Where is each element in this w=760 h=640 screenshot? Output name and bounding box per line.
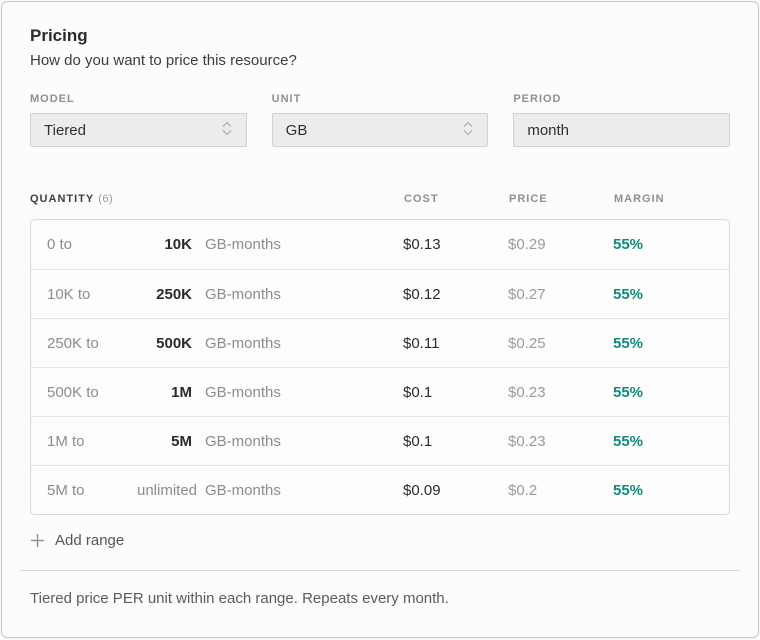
table-row[interactable]: 1M to 5M GB-months $0.1 $0.23 55%: [31, 416, 729, 465]
tiers-table: 0 to 10K GB-months $0.13 $0.29 55% 10K t…: [30, 219, 730, 515]
footer-note: Tiered price PER unit within each range.…: [30, 590, 449, 607]
range-price: $0.2: [508, 481, 538, 499]
unit-field-group: UNIT GB: [271, 93, 489, 147]
range-margin: 55%: [613, 334, 644, 352]
range-margin: 55%: [613, 383, 644, 401]
range-from: 0 to: [47, 236, 73, 253]
range-margin: 55%: [613, 432, 644, 450]
table-row[interactable]: 5M to unlimited GB-months $0.09 $0.2 55%: [31, 465, 729, 514]
table-row[interactable]: 10K to 250K GB-months $0.12 $0.27 55%: [31, 269, 729, 318]
range-margin: 55%: [613, 236, 644, 253]
range-from: 500K to: [47, 383, 99, 401]
pricing-form: MODEL Tiered UNIT GB PERIOD: [30, 93, 730, 147]
unit-select-value: GB: [285, 121, 308, 139]
range-to: 250K: [156, 285, 192, 303]
range-from: 10K to: [47, 285, 91, 303]
range-margin: 55%: [613, 481, 644, 499]
range-unit: GB-months: [205, 334, 281, 352]
range-margin: 55%: [613, 285, 644, 303]
cost-column-header: COST: [404, 193, 439, 205]
unit-label: UNIT: [271, 93, 302, 105]
model-select-value: Tiered: [44, 121, 86, 139]
range-from: 1M to: [47, 432, 85, 450]
range-price: $0.29: [508, 236, 546, 253]
footer-divider: [20, 570, 740, 571]
chevron-updown-icon: [462, 120, 474, 141]
range-to: 10K: [164, 236, 192, 253]
range-cost: $0.1: [403, 383, 433, 401]
table-row[interactable]: 0 to 10K GB-months $0.13 $0.29 55%: [31, 220, 729, 269]
range-price: $0.27: [508, 285, 546, 303]
period-label: PERIOD: [513, 93, 562, 105]
quantity-column-header: QUANTITY (6): [30, 189, 404, 207]
range-to: 5M: [171, 432, 192, 450]
tiers-table-header: QUANTITY (6) COST PRICE MARGIN: [30, 189, 730, 207]
range-to: 500K: [156, 334, 192, 352]
add-range-button[interactable]: Add range: [30, 528, 124, 553]
range-price: $0.23: [508, 383, 546, 401]
table-row[interactable]: 500K to 1M GB-months $0.1 $0.23 55%: [31, 367, 729, 416]
period-input[interactable]: [513, 113, 730, 147]
range-price: $0.25: [508, 334, 546, 352]
range-to: unlimited: [137, 481, 198, 499]
period-field-group: PERIOD: [513, 93, 730, 147]
model-select[interactable]: Tiered: [30, 113, 247, 147]
page-title: Pricing: [30, 26, 88, 45]
chevron-updown-icon: [221, 120, 233, 141]
add-range-label: Add range: [55, 532, 125, 549]
range-from: 250K to: [47, 334, 99, 352]
range-cost: $0.13: [403, 236, 441, 253]
model-field-group: MODEL Tiered: [30, 93, 247, 147]
quantity-header-label: QUANTITY: [30, 193, 95, 205]
range-unit: GB-months: [205, 285, 281, 303]
range-unit: GB-months: [205, 236, 281, 253]
range-cost: $0.09: [403, 481, 441, 499]
range-to: 1M: [171, 383, 192, 401]
quantity-count-badge: (6): [98, 193, 114, 205]
plus-icon: [30, 533, 45, 548]
range-from: 5M to: [47, 481, 85, 499]
range-cost: $0.12: [403, 285, 441, 303]
range-price: $0.23: [508, 432, 546, 450]
margin-column-header: MARGIN: [614, 193, 665, 205]
range-unit: GB-months: [205, 481, 281, 499]
range-cost: $0.11: [403, 334, 440, 352]
price-column-header: PRICE: [509, 193, 548, 205]
model-label: MODEL: [30, 93, 75, 105]
range-unit: GB-months: [205, 432, 281, 450]
page-subtitle: How do you want to price this resource?: [30, 52, 297, 69]
range-unit: GB-months: [205, 383, 281, 401]
tiers-section: QUANTITY (6) COST PRICE MARGIN 0 to 10K G…: [30, 189, 730, 553]
table-row[interactable]: 250K to 500K GB-months $0.11 $0.25 55%: [31, 318, 729, 367]
range-cost: $0.1: [403, 432, 433, 450]
unit-select[interactable]: GB: [271, 113, 489, 147]
